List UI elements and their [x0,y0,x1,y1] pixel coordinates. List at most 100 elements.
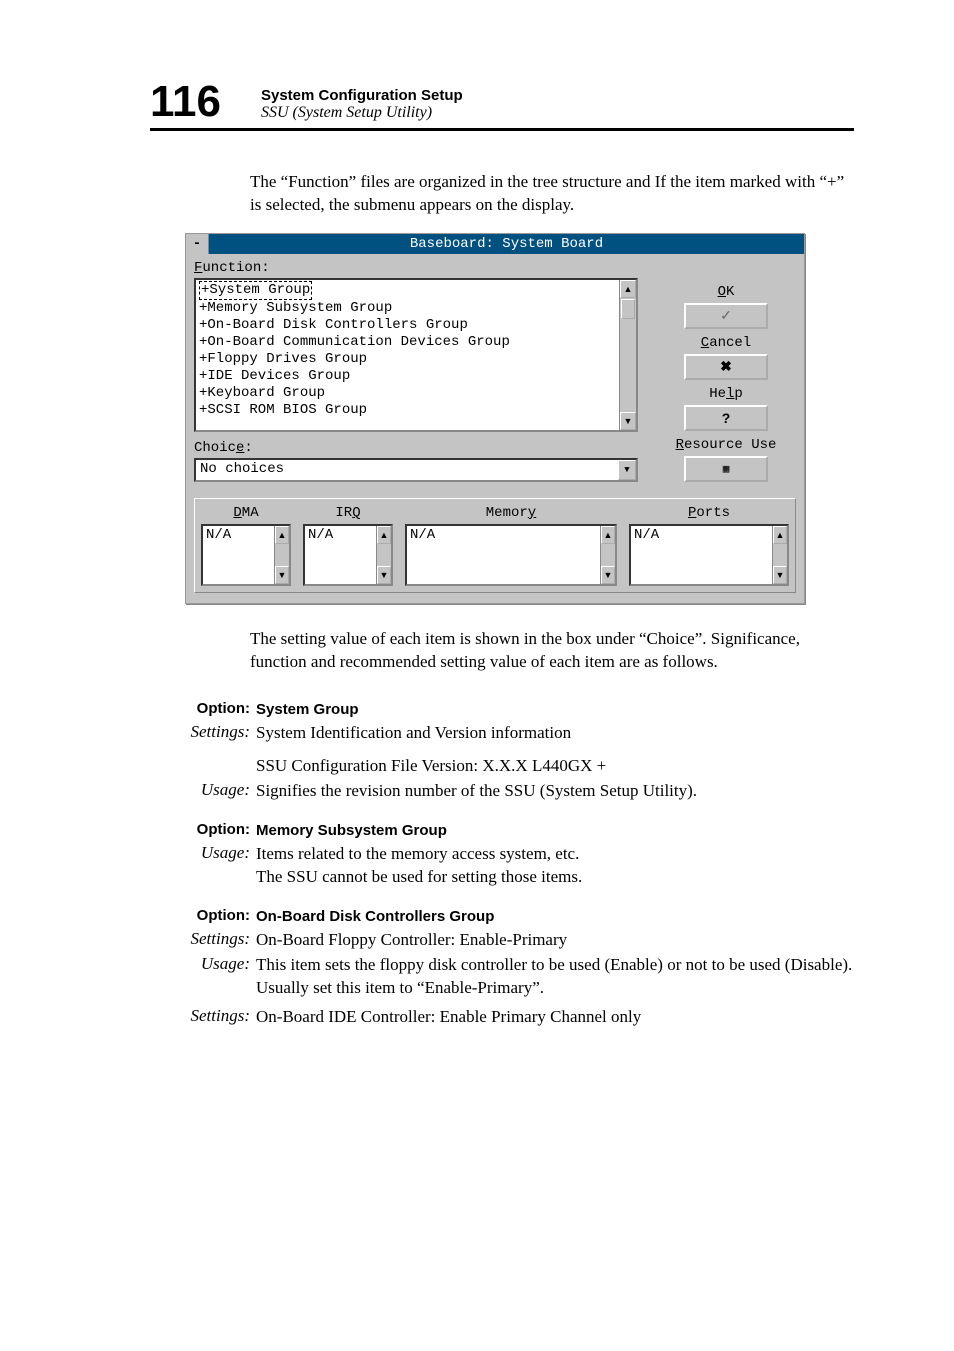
settings-value: On-Board IDE Controller: Enable Primary … [256,1006,641,1029]
resource-use-label: Resource Use [676,437,777,453]
header-subtitle: SSU (System Setup Utility) [261,104,463,122]
function-label: Function: [194,260,796,276]
usage-line: The SSU cannot be used for setting those… [256,867,582,886]
help-button[interactable]: ? [684,405,768,431]
page: 116 System Configuration Setup SSU (Syst… [0,0,954,1107]
dialog-screenshot: - Baseboard: System Board Function: +Sys… [185,233,805,604]
memory-listbox[interactable]: N/A ▲ ▼ [405,524,617,586]
settings-value: System Identification and Version inform… [256,722,571,745]
choice-value: No choices [196,460,618,480]
usage-value: Signifies the revision number of the SSU… [256,780,697,803]
option-label: Option: [150,700,256,720]
resource-use-button[interactable]: ▦ [684,456,768,482]
scroll-down-icon[interactable]: ▼ [601,566,615,584]
dialog-top-row: +System Group +Memory Subsystem Group +O… [194,278,796,482]
option-disk-group: Option: On-Board Disk Controllers Group … [150,907,854,1029]
dialog-window: - Baseboard: System Board Function: +Sys… [185,233,805,604]
irq-listbox[interactable]: N/A ▲ ▼ [303,524,393,586]
choice-label: Choice: [194,440,638,456]
help-label: Help [709,386,743,402]
choice-combo[interactable]: No choices ▼ [194,458,638,482]
dialog-button-column: OK ✓ Cancel ✖ Help ? Resource Use ▦ [656,278,796,482]
usage-label: Usage: [150,954,256,1000]
option-label: Option: [150,821,256,841]
page-number: 116 [150,80,221,124]
scroll-thumb[interactable] [621,299,635,319]
question-icon: ? [722,410,731,426]
irq-header: IRQ [303,505,393,521]
intro-paragraph: The “Function” files are organized in th… [250,171,854,217]
function-column: +System Group +Memory Subsystem Group +O… [194,278,638,482]
irq-scrollbar[interactable]: ▲ ▼ [376,526,391,584]
ports-column: Ports N/A ▲ ▼ [629,505,789,586]
irq-column: IRQ N/A ▲ ▼ [303,505,393,586]
dma-listbox[interactable]: N/A ▲ ▼ [201,524,291,586]
list-item[interactable]: +IDE Devices Group [199,368,350,384]
memory-scrollbar[interactable]: ▲ ▼ [600,526,615,584]
scroll-up-icon[interactable]: ▲ [275,526,289,544]
combo-arrow-icon[interactable]: ▼ [618,460,636,480]
page-header: 116 System Configuration Setup SSU (Syst… [150,80,854,131]
usage-value: Items related to the memory access syste… [256,843,582,889]
usage-label: Usage: [150,843,256,889]
cancel-label: Cancel [701,335,751,351]
scroll-down-icon[interactable]: ▼ [620,412,636,430]
scroll-down-icon[interactable]: ▼ [773,566,787,584]
settings-value: On-Board Floppy Controller: Enable-Prima… [256,929,567,952]
memory-value: N/A [407,526,600,584]
function-listbox[interactable]: +System Group +Memory Subsystem Group +O… [194,278,638,432]
dialog-titlebar: - Baseboard: System Board [186,234,804,254]
after-dialog-paragraph: The setting value of each item is shown … [250,628,854,674]
option-memory-group: Option: Memory Subsystem Group Usage: It… [150,821,854,889]
sysmenu-icon[interactable]: - [186,234,209,254]
ports-scrollbar[interactable]: ▲ ▼ [772,526,787,584]
option-title: Memory Subsystem Group [256,821,447,841]
list-item[interactable]: +Keyboard Group [199,385,325,401]
ports-value: N/A [631,526,772,584]
option-system-group: Option: System Group Settings: System Id… [150,700,854,803]
list-item[interactable]: +On-Board Disk Controllers Group [199,317,468,333]
memory-column: Memory N/A ▲ ▼ [405,505,617,586]
scroll-up-icon[interactable]: ▲ [773,526,787,544]
dialog-body: Function: +System Group +Memory Subsyste… [186,254,804,603]
header-title: System Configuration Setup [261,87,463,104]
dialog-title: Baseboard: System Board [209,234,804,254]
ok-button[interactable]: ✓ [684,303,768,329]
usage-label: Usage: [150,780,256,803]
check-icon: ✓ [720,307,732,324]
scroll-up-icon[interactable]: ▲ [601,526,615,544]
list-item[interactable]: +System Group [199,281,312,300]
settings-extra: SSU Configuration File Version: X.X.X L4… [256,755,606,778]
resource-grid: DMA N/A ▲ ▼ IRQ N/A [194,498,796,593]
resource-icon: ▦ [723,462,730,476]
list-item[interactable]: +SCSI ROM BIOS Group [199,402,367,418]
ports-listbox[interactable]: N/A ▲ ▼ [629,524,789,586]
list-item[interactable]: +On-Board Communication Devices Group [199,334,510,350]
list-item[interactable]: +Memory Subsystem Group [199,300,392,316]
scroll-up-icon[interactable]: ▲ [620,280,636,298]
definition-list: Option: System Group Settings: System Id… [150,700,854,1029]
scroll-down-icon[interactable]: ▼ [275,566,289,584]
ok-label: OK [718,284,735,300]
header-titles: System Configuration Setup SSU (System S… [261,87,463,124]
memory-header: Memory [405,505,617,521]
x-icon: ✖ [720,358,732,375]
irq-value: N/A [305,526,376,584]
cancel-button[interactable]: ✖ [684,354,768,380]
function-list-content: +System Group +Memory Subsystem Group +O… [196,280,619,430]
scroll-up-icon[interactable]: ▲ [377,526,391,544]
dma-value: N/A [203,526,274,584]
dma-scrollbar[interactable]: ▲ ▼ [274,526,289,584]
function-scrollbar[interactable]: ▲ ▼ [619,280,636,430]
option-label: Option: [150,907,256,927]
option-title: On-Board Disk Controllers Group [256,907,494,927]
dma-column: DMA N/A ▲ ▼ [201,505,291,586]
usage-value: This item sets the floppy disk controlle… [256,954,854,1000]
settings-label: Settings: [150,1006,256,1029]
option-title: System Group [256,700,359,720]
list-item[interactable]: +Floppy Drives Group [199,351,367,367]
usage-line: Items related to the memory access syste… [256,844,579,863]
settings-label: Settings: [150,929,256,952]
scroll-down-icon[interactable]: ▼ [377,566,391,584]
ports-header: Ports [629,505,789,521]
